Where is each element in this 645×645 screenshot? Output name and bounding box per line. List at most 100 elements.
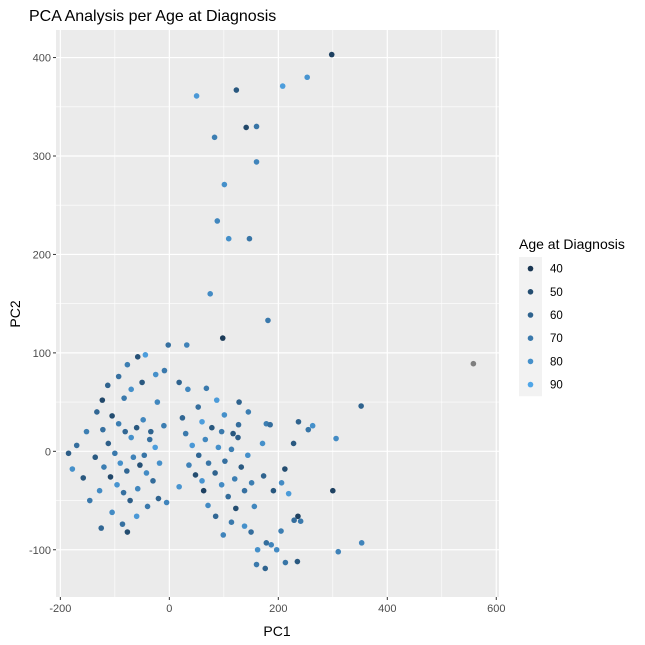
y-tick-label: 0 xyxy=(45,446,51,458)
data-point xyxy=(236,399,242,405)
data-point xyxy=(294,558,301,565)
data-point xyxy=(220,532,227,538)
data-point xyxy=(248,480,255,486)
data-point xyxy=(161,422,167,429)
data-point xyxy=(124,529,131,535)
y-tick-label: 300 xyxy=(33,151,51,163)
data-point xyxy=(115,420,122,427)
data-point xyxy=(146,436,153,443)
data-point xyxy=(133,513,140,520)
data-point xyxy=(218,481,225,488)
data-point xyxy=(193,93,200,99)
data-point xyxy=(218,428,225,435)
data-point xyxy=(233,505,239,512)
data-point xyxy=(154,399,161,405)
data-point xyxy=(241,487,248,494)
y-tick-label: 200 xyxy=(33,249,51,261)
data-point xyxy=(246,235,253,242)
data-point xyxy=(128,386,134,393)
data-point xyxy=(212,513,219,520)
data-point xyxy=(83,428,90,435)
data-point xyxy=(109,509,115,516)
data-point xyxy=(262,565,269,572)
data-point xyxy=(282,559,289,566)
data-point xyxy=(333,435,339,442)
data-point xyxy=(195,452,202,459)
y-tick-label: 400 xyxy=(33,53,51,65)
data-point xyxy=(137,462,143,468)
data-point xyxy=(470,360,477,367)
data-point xyxy=(144,503,151,510)
data-point xyxy=(278,480,285,486)
data-point xyxy=(199,418,205,425)
data-point xyxy=(213,397,220,403)
data-point xyxy=(279,83,286,89)
data-point xyxy=(295,513,301,520)
plot-panel xyxy=(56,30,499,597)
chart-title: PCA Analysis per Age at Diagnosis xyxy=(29,8,276,25)
data-point xyxy=(109,413,115,419)
legend-key-background xyxy=(519,257,542,397)
legend-key xyxy=(527,335,534,342)
y-axis-ticks: -100 0 100 200 300 400 xyxy=(29,53,56,557)
data-point xyxy=(205,460,212,466)
data-point xyxy=(117,460,124,466)
data-point xyxy=(73,442,80,449)
x-tick-label: 600 xyxy=(487,603,505,615)
data-point xyxy=(225,235,232,242)
data-point xyxy=(122,428,129,435)
x-axis-title: PC1 xyxy=(263,623,290,639)
data-point xyxy=(140,417,146,423)
data-point xyxy=(260,473,267,479)
data-point xyxy=(290,440,297,447)
legend-key xyxy=(527,289,534,295)
data-point xyxy=(92,454,99,461)
data-point xyxy=(243,124,249,131)
data-point xyxy=(219,335,226,341)
data-point xyxy=(99,397,106,403)
data-point xyxy=(285,490,292,497)
data-point xyxy=(267,421,273,428)
data-points xyxy=(65,51,477,572)
data-point xyxy=(69,466,76,472)
data-point xyxy=(297,518,304,525)
data-point xyxy=(358,540,365,546)
data-point xyxy=(161,367,168,374)
data-point xyxy=(148,428,154,435)
data-point xyxy=(241,523,248,529)
data-point xyxy=(253,123,260,130)
legend-title: Age at Diagnosis xyxy=(519,236,625,252)
x-tick-label: 200 xyxy=(269,603,287,615)
data-point xyxy=(119,521,126,527)
x-tick-label: 400 xyxy=(378,603,396,615)
data-point xyxy=(309,422,316,429)
data-point xyxy=(225,493,231,500)
data-point xyxy=(295,418,302,425)
data-point xyxy=(115,373,122,380)
data-point xyxy=(100,426,106,433)
data-point xyxy=(112,450,118,457)
data-point xyxy=(282,466,288,472)
data-point xyxy=(205,502,211,509)
data-point xyxy=(251,503,258,510)
data-point xyxy=(230,430,236,437)
legend-label: 40 xyxy=(550,264,563,276)
data-point xyxy=(202,436,209,443)
data-point xyxy=(268,542,275,548)
data-point xyxy=(141,452,148,459)
data-point xyxy=(200,487,207,494)
data-point xyxy=(176,483,182,490)
data-point xyxy=(104,382,111,389)
data-point xyxy=(259,440,266,447)
legend-key xyxy=(527,381,534,388)
data-point xyxy=(253,561,260,568)
data-point xyxy=(328,51,335,58)
x-tick-label: -200 xyxy=(49,603,71,615)
legend-label: 70 xyxy=(550,333,563,345)
data-point xyxy=(212,470,218,476)
data-point xyxy=(142,352,149,358)
grid-lines xyxy=(56,30,499,597)
data-point xyxy=(209,424,215,431)
data-point xyxy=(228,446,235,453)
data-point xyxy=(235,434,241,441)
